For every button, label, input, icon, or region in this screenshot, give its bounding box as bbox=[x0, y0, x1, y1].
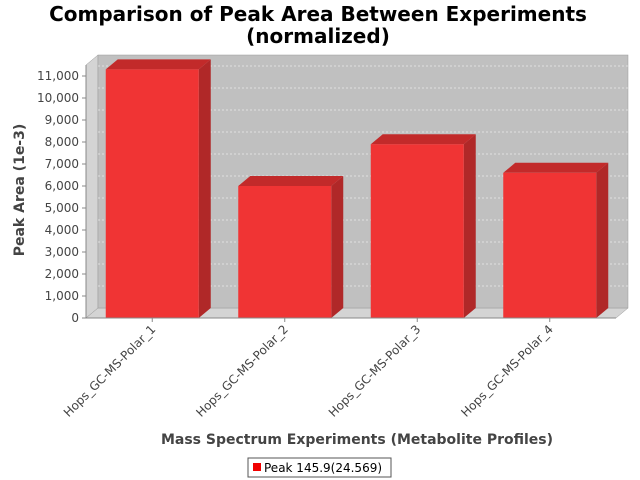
legend-box bbox=[247, 457, 392, 478]
bar-top bbox=[238, 176, 344, 186]
bar-top bbox=[370, 134, 476, 145]
chart-title-line-1: Comparison of Peak Area Between Experime… bbox=[49, 2, 587, 26]
bar bbox=[238, 176, 344, 318]
legend-swatch bbox=[253, 463, 261, 471]
y-tick-label: 0 bbox=[71, 311, 79, 325]
y-tick-label: 5,000 bbox=[45, 201, 79, 215]
y-tick-label: 8,000 bbox=[45, 135, 79, 149]
bars bbox=[105, 59, 609, 319]
bar-front bbox=[105, 69, 199, 319]
bar-side bbox=[463, 134, 476, 318]
bar-front bbox=[503, 172, 597, 318]
y-tick-label: 3,000 bbox=[45, 245, 79, 259]
legend-entry-label: Peak 145.9(24.569) bbox=[264, 461, 382, 475]
y-tick-label: 11,000 bbox=[37, 69, 79, 83]
bar-side bbox=[198, 59, 211, 319]
bar-front bbox=[238, 186, 332, 318]
bar-top bbox=[503, 162, 609, 173]
x-tick-label: Hops_GC-MS-Polar_1 bbox=[61, 322, 159, 420]
plot-side-wall bbox=[85, 54, 99, 319]
bar-front bbox=[370, 144, 464, 318]
x-tick-label: Hops_GC-MS-Polar_2 bbox=[193, 322, 291, 420]
bar-side bbox=[331, 176, 344, 318]
y-tick-label: 10,000 bbox=[37, 91, 79, 105]
x-tick-label: Hops_GC-MS-Polar_3 bbox=[326, 322, 424, 420]
y-tick-label: 4,000 bbox=[45, 223, 79, 237]
y-tick-label: 1,000 bbox=[45, 289, 79, 303]
y-axis-ticks: 0 1,000 2,000 3,000 4,000 5,000 6,000 7,000 8,00… bbox=[37, 69, 86, 325]
bar bbox=[370, 134, 476, 318]
bar-top bbox=[105, 59, 211, 70]
bar-side bbox=[596, 162, 609, 318]
x-tick-label: Hops_GC-MS-Polar_4 bbox=[458, 322, 556, 420]
bar bbox=[105, 59, 211, 319]
y-axis-label: Peak Area (1e-3) bbox=[12, 124, 28, 257]
y-tick-label: 6,000 bbox=[45, 179, 79, 193]
chart-title-line-2: (normalized) bbox=[246, 24, 390, 48]
x-axis-label: Mass Spectrum Experiments (Metabolite Pr… bbox=[161, 432, 553, 448]
y-tick-label: 7,000 bbox=[45, 157, 79, 171]
legend: Peak 145.9(24.569) bbox=[247, 457, 392, 478]
x-axis-ticks: Hops_GC-MS-Polar_1 Hops_GC-MS-Polar_2 Hops… bbox=[61, 318, 556, 420]
y-tick-label: 9,000 bbox=[45, 113, 79, 127]
y-tick-label: 2,000 bbox=[45, 267, 79, 281]
bar bbox=[503, 162, 609, 318]
